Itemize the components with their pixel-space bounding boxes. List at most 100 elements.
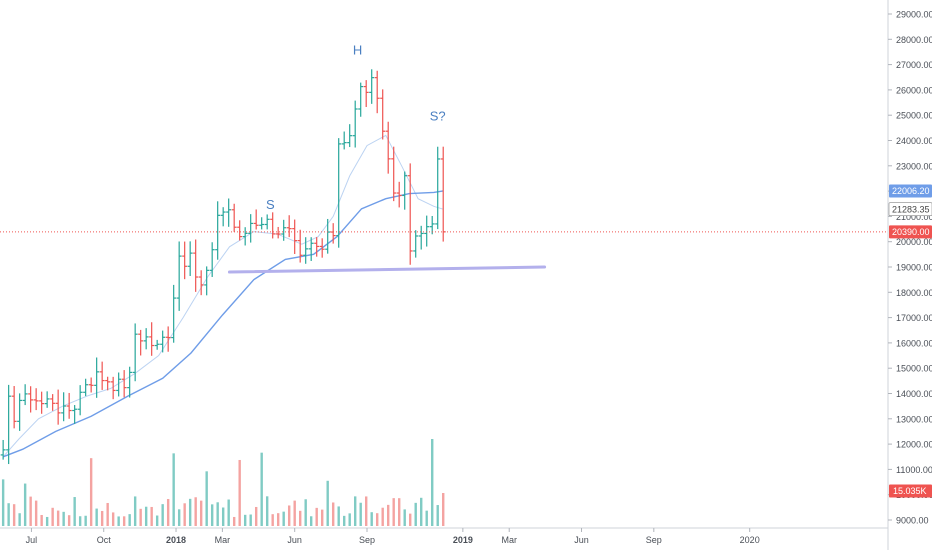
volume-bar bbox=[337, 506, 340, 526]
volume-bar bbox=[409, 513, 412, 526]
volume-bar bbox=[51, 507, 54, 526]
volume-bar bbox=[150, 506, 153, 526]
volume-bar bbox=[342, 515, 346, 526]
moving-average-fast bbox=[2, 134, 444, 458]
volume-bar bbox=[365, 496, 368, 526]
volume-bar bbox=[199, 500, 203, 526]
volume-bar bbox=[128, 514, 131, 526]
y-axis-tick-label: 23000.00 bbox=[896, 161, 932, 171]
price-level-badge bbox=[889, 184, 932, 198]
x-axis-tick-label: 2020 bbox=[740, 535, 760, 545]
volume-bar bbox=[95, 508, 98, 526]
volume-bar bbox=[403, 509, 406, 526]
x-axis-tick-label: 2019 bbox=[453, 535, 473, 545]
volume-bar bbox=[100, 510, 104, 526]
x-axis-tick-label: Oct bbox=[97, 535, 112, 545]
volume-bar bbox=[376, 513, 379, 526]
volume-bar bbox=[172, 453, 175, 526]
volume-bar bbox=[304, 499, 307, 526]
x-axis-tick-label: Sep bbox=[646, 535, 662, 545]
volume-bar bbox=[414, 502, 417, 526]
volume-bar bbox=[387, 504, 390, 526]
volume-bar bbox=[122, 516, 126, 526]
volume-bar bbox=[227, 499, 230, 526]
volume-bar bbox=[348, 513, 351, 526]
price-level-label: 22006.20 bbox=[892, 186, 930, 196]
y-axis-tick-label: 11000.00 bbox=[896, 465, 932, 475]
volume-bar bbox=[293, 500, 296, 526]
x-axis-tick-label: Mar bbox=[215, 535, 231, 545]
volume-bar bbox=[45, 516, 49, 526]
volume-bar bbox=[177, 509, 181, 526]
volume-bar bbox=[370, 512, 373, 526]
volume-bar bbox=[188, 498, 192, 526]
volume-bar bbox=[133, 496, 137, 526]
volume-bar bbox=[320, 509, 324, 526]
y-axis-tick-label: 20000.00 bbox=[896, 237, 932, 247]
volume-bar bbox=[392, 498, 395, 526]
volume-bar bbox=[238, 459, 241, 526]
volume-bar bbox=[139, 508, 142, 526]
volume-bar bbox=[194, 497, 197, 526]
volume-bar bbox=[23, 483, 27, 526]
price-level-label: 21283.35 bbox=[892, 204, 930, 214]
volume-bar bbox=[155, 515, 159, 526]
volume-bar bbox=[425, 510, 428, 526]
volume-bar bbox=[287, 505, 291, 526]
x-axis-tick-label: Jun bbox=[574, 535, 589, 545]
y-axis-tick-label: 17000.00 bbox=[896, 313, 932, 323]
volume-bar bbox=[254, 506, 258, 526]
volume-bar bbox=[117, 516, 120, 526]
volume-bar bbox=[232, 516, 236, 526]
y-axis-tick-label: 12000.00 bbox=[896, 440, 932, 450]
volume-bar bbox=[354, 496, 357, 526]
volume-bar bbox=[144, 506, 148, 526]
y-axis-tick-label: 15000.00 bbox=[896, 364, 932, 374]
volume-bar bbox=[29, 496, 32, 526]
volume-bar bbox=[18, 513, 21, 526]
y-axis-tick-label: 21000.00 bbox=[896, 212, 932, 222]
volume-bar bbox=[12, 504, 16, 526]
volume-bar bbox=[7, 503, 10, 526]
volume-bar bbox=[78, 516, 82, 526]
y-axis-tick-label: 16000.00 bbox=[896, 338, 932, 348]
volume-bar bbox=[326, 480, 329, 526]
y-axis-tick-label: 28000.00 bbox=[896, 35, 932, 45]
volume-bar bbox=[1, 479, 5, 526]
x-axis-tick-label: 2018 bbox=[166, 535, 186, 545]
y-axis-tick-label: 26000.00 bbox=[896, 85, 932, 95]
volume-bar bbox=[210, 504, 214, 526]
volume-badge-label: 15.035K bbox=[893, 486, 927, 496]
volume-bar bbox=[282, 511, 285, 526]
volume-bar bbox=[309, 516, 313, 526]
volume-badge bbox=[889, 484, 932, 498]
x-axis-tick-label: Jun bbox=[287, 535, 302, 545]
volume-bar bbox=[271, 514, 274, 526]
y-axis-tick-label: 19000.00 bbox=[896, 263, 932, 273]
x-axis-tick-label: Sep bbox=[359, 535, 375, 545]
y-axis-tick-label: 27000.00 bbox=[896, 60, 932, 70]
volume-bar bbox=[260, 452, 263, 526]
price-level-badge bbox=[888, 202, 932, 217]
volume-bar bbox=[166, 499, 170, 526]
volume-bar bbox=[106, 502, 109, 526]
volume-bar bbox=[298, 510, 302, 526]
x-axis-tick-label: Jul bbox=[26, 535, 38, 545]
y-axis-tick-label: 24000.00 bbox=[896, 136, 932, 146]
volume-bar bbox=[67, 515, 71, 526]
y-axis-tick-label: 14000.00 bbox=[896, 389, 932, 399]
price-level-label: 20390.00 bbox=[892, 227, 930, 237]
price-level-badge bbox=[889, 225, 932, 239]
volume-bar bbox=[34, 500, 38, 526]
volume-bar bbox=[249, 514, 252, 526]
volume-bar bbox=[56, 510, 60, 526]
volume-bar bbox=[442, 493, 445, 526]
pattern-annotation: H bbox=[353, 42, 362, 57]
pattern-annotation: S? bbox=[430, 108, 446, 123]
y-axis-tick-label: 13000.00 bbox=[896, 414, 932, 424]
volume-bar bbox=[84, 515, 87, 526]
volume-bar bbox=[89, 458, 93, 526]
